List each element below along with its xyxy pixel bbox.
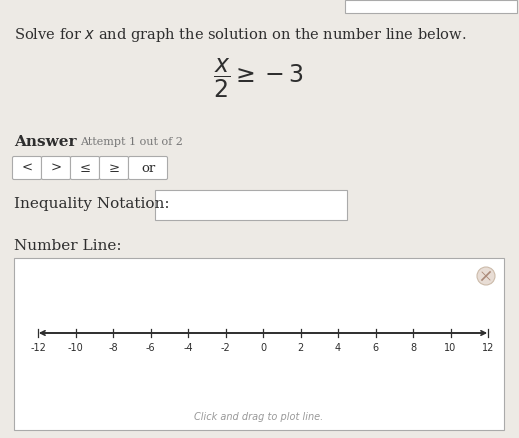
Text: -8: -8	[108, 343, 118, 353]
Text: -2: -2	[221, 343, 230, 353]
Text: <: <	[21, 162, 33, 174]
Text: or: or	[141, 162, 155, 174]
Text: Inequality Notation:: Inequality Notation:	[14, 197, 170, 211]
Text: Attempt 1 out of 2: Attempt 1 out of 2	[80, 137, 183, 147]
FancyBboxPatch shape	[12, 156, 42, 180]
FancyBboxPatch shape	[100, 156, 129, 180]
Text: -4: -4	[183, 343, 193, 353]
Text: Solve for $x$ and graph the solution on the number line below.: Solve for $x$ and graph the solution on …	[14, 26, 467, 44]
Text: ≥: ≥	[108, 162, 119, 174]
Text: Answer: Answer	[14, 135, 76, 149]
Circle shape	[477, 267, 495, 285]
Text: >: >	[50, 162, 62, 174]
Text: -10: -10	[67, 343, 84, 353]
FancyBboxPatch shape	[155, 190, 347, 220]
Text: Number Line:: Number Line:	[14, 239, 121, 253]
FancyBboxPatch shape	[42, 156, 71, 180]
Text: $\dfrac{x}{2} \geq -3$: $\dfrac{x}{2} \geq -3$	[213, 57, 305, 100]
Text: 0: 0	[260, 343, 266, 353]
FancyBboxPatch shape	[71, 156, 100, 180]
Text: 10: 10	[444, 343, 457, 353]
Text: 8: 8	[410, 343, 416, 353]
FancyBboxPatch shape	[129, 156, 168, 180]
FancyBboxPatch shape	[345, 0, 517, 13]
Text: Click and drag to plot line.: Click and drag to plot line.	[195, 412, 324, 422]
Text: -12: -12	[30, 343, 46, 353]
Text: 4: 4	[335, 343, 341, 353]
Text: -6: -6	[146, 343, 155, 353]
Text: 12: 12	[482, 343, 494, 353]
Text: 2: 2	[297, 343, 304, 353]
Text: ≤: ≤	[79, 162, 90, 174]
FancyBboxPatch shape	[14, 258, 504, 430]
Text: 6: 6	[373, 343, 378, 353]
